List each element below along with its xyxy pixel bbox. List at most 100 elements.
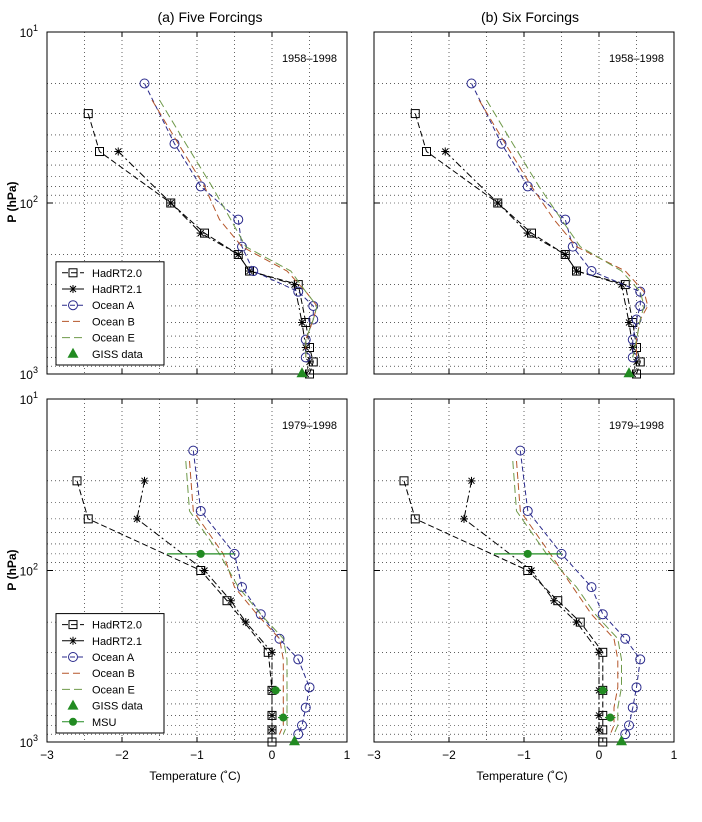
legend-label: MSU xyxy=(92,717,117,729)
data-point-hadrt21 xyxy=(298,318,306,327)
series-oceane xyxy=(185,460,288,735)
data-point-oceana xyxy=(631,682,642,693)
legend-marker xyxy=(67,347,79,358)
data-point-oceana xyxy=(522,506,533,517)
data-point-hadrt21 xyxy=(114,147,123,156)
data-point-oceana xyxy=(620,633,631,644)
data-point-hadrt21 xyxy=(625,318,633,327)
y-tick-label: 101 xyxy=(20,390,38,407)
data-point-oceana xyxy=(188,445,199,456)
data-point-hadrt21 xyxy=(268,648,276,657)
data-point-hadrt21 xyxy=(617,280,626,289)
data-point-oceana xyxy=(496,138,507,149)
data-point-hadrt21 xyxy=(234,250,243,259)
data-point-hadrt20 xyxy=(83,109,93,119)
data-point-hadrt21 xyxy=(196,229,205,238)
legend-marker xyxy=(69,717,77,726)
data-point-hadrt20 xyxy=(422,147,431,157)
legend-label: Ocean E xyxy=(92,684,135,696)
y-tick-label: 102 xyxy=(20,562,38,579)
data-point-hadrt21 xyxy=(572,618,581,627)
legend-label: Ocean A xyxy=(92,652,135,664)
data-point-hadrt21 xyxy=(561,250,570,259)
data-point-oceana xyxy=(233,214,244,225)
series-line-oceane xyxy=(486,99,645,358)
legend-label: HadRT2.1 xyxy=(92,636,142,648)
y-axis-label-top: P (hPa) xyxy=(5,181,19,222)
data-point-oceana xyxy=(304,682,315,693)
data-point-hadrt20 xyxy=(72,476,82,486)
x-tick-label: −1 xyxy=(517,748,531,762)
data-point-hadrt21 xyxy=(523,229,532,238)
series-line-hadrt21 xyxy=(117,151,311,375)
data-point-oceana xyxy=(586,582,597,593)
data-point-oceana xyxy=(586,266,597,277)
legend-marker xyxy=(67,699,79,710)
data-point-hadrt21 xyxy=(572,267,581,276)
data-point-oceana xyxy=(308,314,319,325)
data-point-oceana xyxy=(635,286,646,297)
data-point-oceana xyxy=(627,702,638,713)
data-point-hadrt21 xyxy=(595,648,603,657)
data-point-hadrt21 xyxy=(268,725,276,734)
y-tick-label: 103 xyxy=(20,733,38,750)
data-point-oceana xyxy=(293,286,304,297)
series-oceane xyxy=(159,99,318,358)
legend: HadRT2.0 HadRT2.1 Ocean A Ocean B Ocean E GIS… xyxy=(55,613,165,734)
data-point-hadrt20 xyxy=(410,514,420,524)
series-giss xyxy=(289,735,300,746)
series-line-oceane xyxy=(185,460,288,735)
panel-b-title: (b) Six Forcings xyxy=(481,9,579,25)
series-hadrt21 xyxy=(441,147,641,378)
data-point-oceana xyxy=(466,78,477,89)
series-giss xyxy=(623,367,635,378)
legend-label: GISS data xyxy=(92,701,144,713)
data-point-oceana xyxy=(195,181,206,192)
series-msu xyxy=(167,549,289,722)
series-line-oceane xyxy=(512,460,622,735)
legend-marker xyxy=(68,652,78,662)
legend-label: Ocean A xyxy=(92,300,135,312)
data-point-hadrt20 xyxy=(95,147,104,157)
series-giss xyxy=(616,735,627,746)
data-point-oceana xyxy=(248,266,259,277)
data-point-oceana xyxy=(597,609,608,620)
data-point-hadrt21 xyxy=(632,357,641,366)
x-tick-label: −1 xyxy=(190,748,204,762)
data-point-oceana xyxy=(195,506,206,517)
legend-label: Ocean E xyxy=(92,333,135,345)
legend: HadRT2.0 HadRT2.1 Ocean A Ocean B Ocean E GIS… xyxy=(55,261,165,366)
data-point-hadrt21 xyxy=(595,711,603,720)
series-oceana xyxy=(515,445,646,740)
data-point-hadrt21 xyxy=(550,596,558,605)
data-point-msu xyxy=(271,686,280,695)
data-point-oceana xyxy=(560,214,571,225)
series-oceana xyxy=(188,445,315,740)
legend-label: GISS data xyxy=(92,349,144,361)
legend-marker xyxy=(68,620,78,630)
data-point-hadrt21 xyxy=(166,199,175,207)
x-axis-label-right: Temperature (˚C) xyxy=(476,769,567,783)
x-tick-label: 1 xyxy=(671,748,678,762)
series-line-hadrt20 xyxy=(87,113,314,375)
series-line-hadrt20 xyxy=(414,113,641,375)
y-tick-label: 103 xyxy=(20,365,38,382)
panel-0: 101 102 103 1958–1998 HadRT2.0 HadRT2.1 Ocean … xyxy=(20,23,348,382)
data-point-hadrt21 xyxy=(226,596,235,605)
data-point-oceana xyxy=(169,138,180,149)
x-tick-label: −3 xyxy=(367,748,381,762)
y-tick-label: 101 xyxy=(20,23,38,40)
x-tick-label: −3 xyxy=(40,748,54,762)
period-label: 1958–1998 xyxy=(282,53,337,65)
legend-label: Ocean B xyxy=(92,668,135,680)
x-axis-label-left: Temperature (˚C) xyxy=(149,769,240,783)
data-point-msu xyxy=(598,686,607,695)
legend-marker xyxy=(68,268,78,278)
data-point-msu xyxy=(196,549,205,558)
data-point-hadrt21 xyxy=(305,357,314,366)
panel-3: −3 −2 −1 0 1 1979–1998 xyxy=(367,398,678,762)
data-point-oceana xyxy=(139,78,150,89)
series-line-oceane xyxy=(159,99,318,358)
data-point-hadrt20 xyxy=(267,737,277,747)
